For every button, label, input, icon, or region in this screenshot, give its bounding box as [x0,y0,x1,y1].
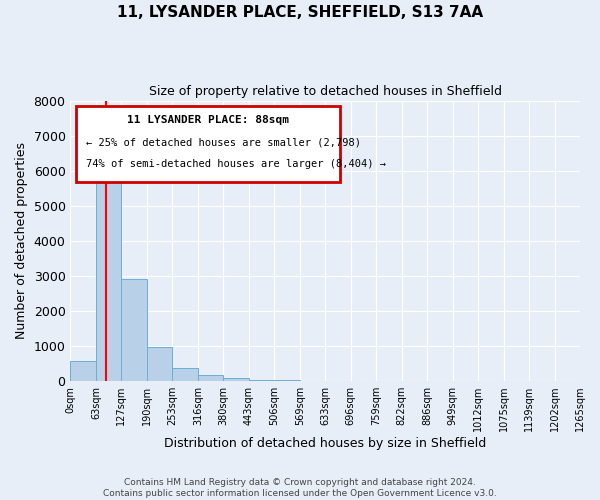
Bar [274,380,300,381]
Text: 11, LYSANDER PLACE, SHEFFIELD, S13 7AA: 11, LYSANDER PLACE, SHEFFIELD, S13 7AA [117,5,483,20]
Text: ← 25% of detached houses are smaller (2,798): ← 25% of detached houses are smaller (2,… [86,137,361,147]
Bar [70,362,96,381]
Bar [121,278,147,381]
Bar [198,376,223,381]
Text: Contains HM Land Registry data © Crown copyright and database right 2024.
Contai: Contains HM Land Registry data © Crown c… [103,478,497,498]
Bar [147,347,172,381]
Title: Size of property relative to detached houses in Sheffield: Size of property relative to detached ho… [149,85,502,98]
Text: 11 LYSANDER PLACE: 88sqm: 11 LYSANDER PLACE: 88sqm [127,114,289,124]
Bar [223,378,249,381]
Bar [249,380,274,381]
Text: 74% of semi-detached houses are larger (8,404) →: 74% of semi-detached houses are larger (… [86,160,386,170]
Y-axis label: Number of detached properties: Number of detached properties [15,142,28,340]
FancyBboxPatch shape [76,106,340,182]
Bar [172,368,198,381]
Bar [96,156,121,381]
X-axis label: Distribution of detached houses by size in Sheffield: Distribution of detached houses by size … [164,437,487,450]
